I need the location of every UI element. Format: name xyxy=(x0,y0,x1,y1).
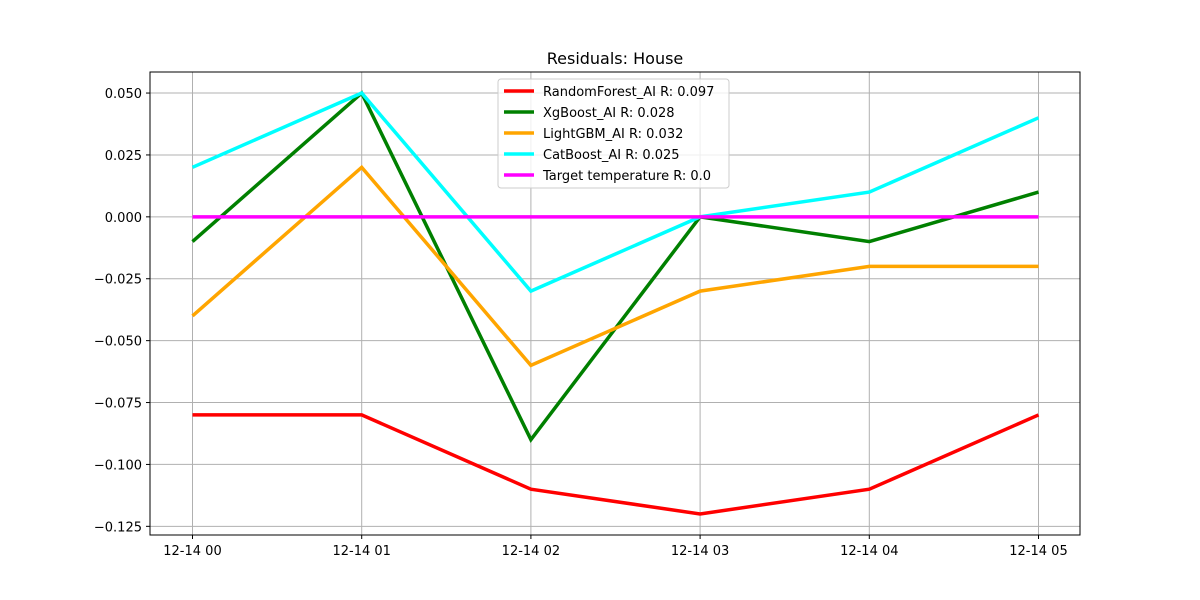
y-tick-label: −0.025 xyxy=(94,273,142,288)
x-tick-label: 12-14 02 xyxy=(502,544,560,559)
legend-label: CatBoost_AI R: 0.025 xyxy=(543,148,680,163)
series-line xyxy=(191,90,1040,294)
x-tick-label: 12-14 05 xyxy=(1009,544,1067,559)
legend: RandomForest_AI R: 0.097 XgBoost_AI R: 0.… xyxy=(497,78,730,189)
plot-frame xyxy=(149,71,1081,536)
series-line xyxy=(191,164,1039,368)
x-tick-label: 12-14 03 xyxy=(671,544,729,559)
legend-label: Target temperature R: 0.0 xyxy=(542,169,711,184)
legend-label: XgBoost_AI R: 0.028 xyxy=(543,106,675,121)
x-tick-label: 12-14 04 xyxy=(840,544,898,559)
legend-label: LightGBM_AI R: 0.032 xyxy=(543,127,683,142)
y-tick-label: −0.125 xyxy=(94,520,142,535)
x-tick-label: 12-14 00 xyxy=(163,544,221,559)
y-tick-label: 0.025 xyxy=(105,149,142,164)
legend-label: RandomForest_AI R: 0.097 xyxy=(543,85,714,100)
chart-title: Residuals: House xyxy=(547,49,684,68)
x-tick-label: 12-14 01 xyxy=(332,544,390,559)
y-tick-label: −0.075 xyxy=(94,397,142,412)
legend-box xyxy=(497,78,730,189)
y-tick-label: 0.050 xyxy=(105,87,142,102)
y-tick-label: 0.000 xyxy=(105,211,142,226)
y-tick-label: −0.100 xyxy=(94,458,142,473)
series-line xyxy=(192,413,1040,516)
series-lines xyxy=(191,90,1040,516)
y-tick-label: −0.050 xyxy=(94,335,142,350)
axis-ticks: 12-14 00 12-14 01 12-14 02 12-14 03 12-14 04… xyxy=(94,87,1068,559)
